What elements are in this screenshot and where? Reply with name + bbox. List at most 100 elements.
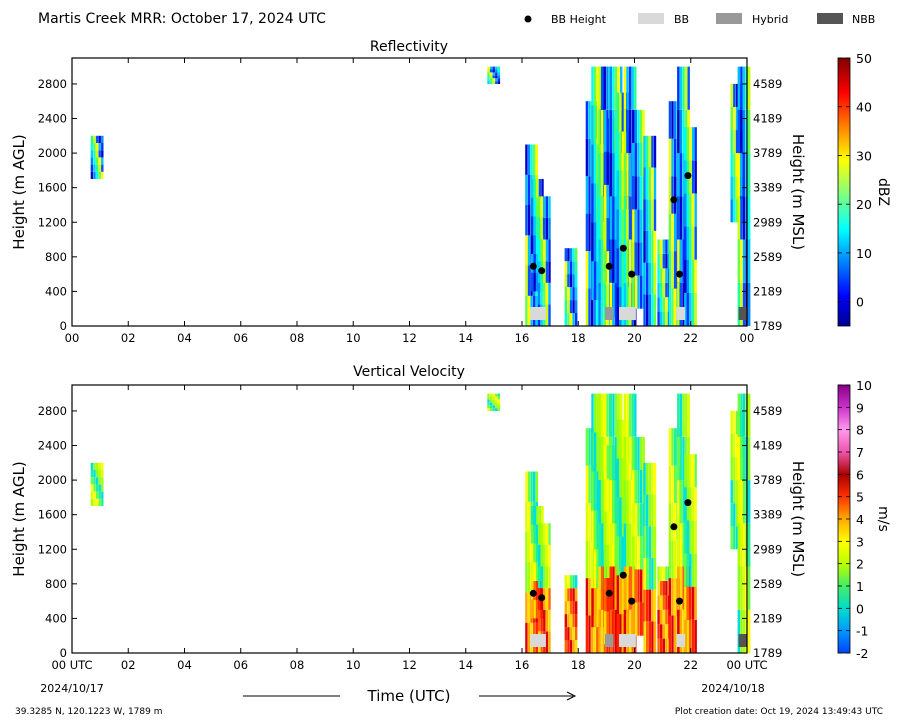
field-streak — [598, 523, 601, 567]
field-streak — [572, 614, 575, 628]
field-streak — [639, 436, 643, 470]
field-streak — [548, 261, 551, 283]
field-streak — [660, 566, 663, 581]
y-axis-label: Height (m AGL) — [10, 134, 28, 249]
field-streak — [585, 176, 589, 214]
field-streak — [588, 428, 591, 466]
y-tick-label: 2800 — [38, 77, 67, 91]
field-streak — [596, 288, 599, 326]
field-streak — [621, 497, 625, 537]
field-streak — [492, 402, 495, 406]
field-streak — [737, 436, 740, 481]
bb-type-box — [605, 634, 614, 647]
field-streak — [668, 101, 672, 139]
field-streak — [585, 288, 589, 326]
field-streak — [101, 157, 104, 165]
field-streak — [593, 261, 597, 301]
field-streak — [691, 487, 695, 521]
field-streak — [686, 193, 690, 227]
field-streak — [653, 167, 657, 200]
field-streak — [646, 462, 649, 495]
field-streak — [616, 131, 619, 171]
legend-hybrid-swatch — [716, 13, 742, 24]
field-streak — [591, 510, 594, 550]
field-streak — [694, 127, 697, 161]
field-streak — [628, 393, 632, 437]
field-streak — [730, 153, 733, 177]
field-streak — [101, 491, 104, 499]
field-streak — [730, 457, 733, 481]
field-streak — [730, 199, 733, 223]
field-streak — [643, 462, 646, 495]
field-streak — [593, 588, 597, 628]
field-streak — [632, 602, 635, 636]
field-streak — [632, 569, 635, 603]
field-streak — [634, 143, 638, 177]
field-streak — [657, 311, 660, 326]
field-streak — [487, 399, 490, 403]
bb-type-box — [738, 634, 747, 647]
field-streak — [530, 235, 534, 254]
field-streak — [569, 300, 573, 314]
field-streak — [101, 470, 104, 478]
field-streak — [637, 503, 640, 537]
y2-tick-label: 3389 — [753, 181, 782, 195]
field-streak — [748, 566, 751, 610]
field-streak — [660, 595, 663, 610]
field-streak — [660, 581, 663, 596]
field-streak — [98, 477, 101, 485]
field-streak — [619, 248, 622, 288]
field-streak — [541, 506, 544, 525]
field-streak — [677, 609, 680, 653]
field-streak — [648, 294, 651, 326]
field-streak — [101, 150, 104, 158]
field-streak — [540, 239, 543, 262]
field-streak — [606, 478, 609, 512]
field-streak — [567, 640, 570, 653]
field-streak — [742, 66, 746, 110]
field-streak — [536, 254, 539, 273]
field-streak — [691, 553, 695, 587]
field-streak — [609, 153, 612, 197]
time-arrow-head — [566, 691, 577, 701]
field-streak — [497, 399, 501, 403]
field-streak — [536, 179, 539, 198]
bb-height-point — [529, 589, 537, 597]
field-streak — [671, 428, 674, 466]
field-streak — [662, 595, 665, 610]
field-streak — [90, 470, 94, 478]
field-streak — [657, 581, 660, 596]
legend-label: Hybrid — [752, 13, 788, 26]
field-streak — [653, 589, 657, 622]
field-streak — [682, 109, 685, 154]
field-streak — [665, 609, 668, 625]
field-streak — [619, 287, 622, 326]
field-streak — [684, 66, 688, 110]
field-streak — [591, 261, 594, 301]
field-streak — [662, 624, 665, 639]
bb-height-point — [628, 597, 636, 605]
colorbar-tick-label: -1 — [856, 624, 868, 639]
field-streak — [671, 176, 674, 214]
y-tick-label: 800 — [45, 250, 67, 264]
field-streak — [628, 239, 632, 283]
field-streak — [651, 230, 654, 263]
field-streak — [527, 562, 531, 593]
field-streak — [536, 543, 539, 563]
field-streak — [621, 170, 625, 210]
field-streak — [604, 284, 607, 318]
field-streak — [662, 311, 665, 326]
field-streak — [590, 288, 594, 326]
field-streak — [673, 101, 677, 139]
date-start-label: 2024/10/17 — [40, 682, 103, 695]
field-streak — [598, 436, 601, 481]
y-tick-label: 400 — [45, 611, 67, 625]
field-streak — [626, 153, 629, 197]
field-streak — [596, 222, 599, 262]
bb-height-point — [538, 594, 546, 602]
field-streak — [679, 609, 683, 653]
field-streak — [660, 609, 663, 625]
field-streak — [639, 503, 643, 537]
bb-height-point — [628, 270, 636, 278]
field-streak — [525, 144, 528, 175]
